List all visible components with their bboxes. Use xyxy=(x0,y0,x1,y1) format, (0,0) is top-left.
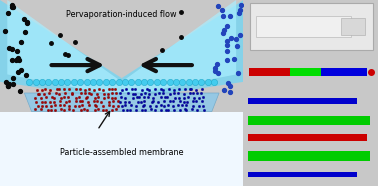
Polygon shape xyxy=(0,0,122,100)
Bar xyxy=(0,112,243,186)
Polygon shape xyxy=(122,0,236,97)
Bar xyxy=(248,151,370,161)
Polygon shape xyxy=(7,0,122,97)
Bar xyxy=(290,68,325,76)
Bar xyxy=(256,16,352,37)
Bar xyxy=(321,68,367,76)
Polygon shape xyxy=(24,93,219,112)
Text: Pervaporation-induced flow: Pervaporation-induced flow xyxy=(67,10,177,19)
Bar xyxy=(248,172,357,177)
Bar xyxy=(249,68,294,76)
Polygon shape xyxy=(122,0,243,100)
Bar xyxy=(248,116,370,125)
Bar xyxy=(341,18,365,35)
Bar xyxy=(248,98,357,104)
Text: Particle-assembled membrane: Particle-assembled membrane xyxy=(60,148,183,157)
Bar xyxy=(248,134,367,141)
Bar xyxy=(250,3,373,50)
